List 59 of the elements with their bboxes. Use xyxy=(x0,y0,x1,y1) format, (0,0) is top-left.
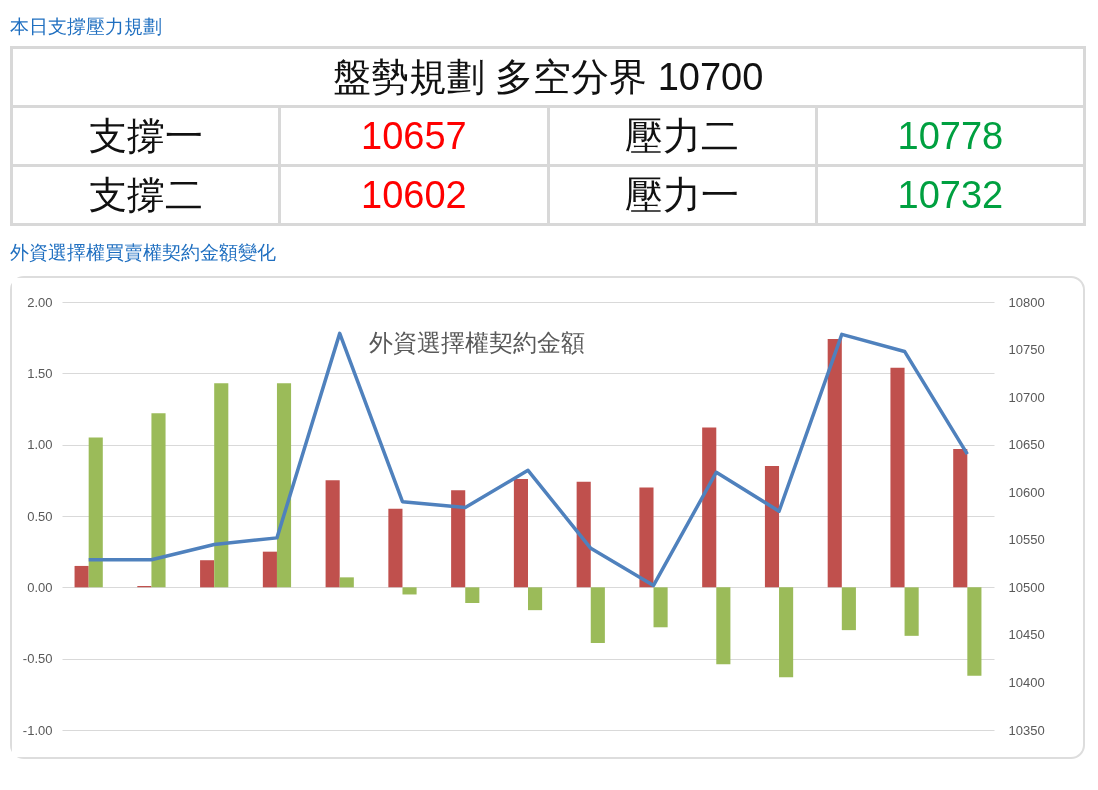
y-tick-label: 0.50 xyxy=(27,508,53,524)
y2-tick-label: 10450 xyxy=(1008,627,1045,643)
y2-tick-label: 10750 xyxy=(1008,342,1045,358)
text: 10602 xyxy=(279,165,548,225)
text: 壓力一 xyxy=(548,165,817,225)
y-tick-label: 0.00 xyxy=(27,579,53,595)
text: 10657 xyxy=(279,106,548,166)
bar xyxy=(214,383,229,588)
y-tick-label: 1.50 xyxy=(27,365,53,381)
bar xyxy=(890,367,905,588)
bar xyxy=(451,490,466,588)
bar xyxy=(465,587,480,604)
bar xyxy=(764,466,780,588)
bar xyxy=(967,587,982,676)
bar xyxy=(513,478,528,588)
text: 10778 xyxy=(816,106,1085,166)
bar xyxy=(151,413,166,588)
y2-tick-label: 10700 xyxy=(1008,389,1045,405)
bar xyxy=(841,587,856,631)
bar xyxy=(74,565,89,588)
bar xyxy=(904,587,919,636)
bar xyxy=(639,487,654,588)
bar xyxy=(576,481,591,588)
y2-tick-label: 10600 xyxy=(1008,484,1045,500)
text: 盤勢規劃 多空分界 10700 xyxy=(11,47,1085,107)
annotation: 外資選擇權契約金額 xyxy=(369,329,585,356)
bar xyxy=(653,587,668,628)
chart-title: 外資選擇權買賣權契約金額變化 xyxy=(10,241,277,265)
y2-tick-label: 10800 xyxy=(1008,294,1045,310)
text: 支撐一 xyxy=(11,106,280,166)
bar xyxy=(262,551,277,588)
y-tick-label: -0.50 xyxy=(22,651,53,667)
y2-tick-label: 10350 xyxy=(1008,722,1045,738)
y2-tick-label: 10500 xyxy=(1008,579,1045,595)
bar xyxy=(827,339,842,588)
bar xyxy=(339,577,354,588)
y-tick-label: -1.00 xyxy=(22,722,53,738)
bar xyxy=(702,427,717,588)
y2-tick-label: 10400 xyxy=(1008,674,1045,690)
bar xyxy=(402,587,417,595)
bar xyxy=(590,587,605,643)
text: 支撐二 xyxy=(11,165,280,225)
bar xyxy=(528,587,543,611)
y-tick-label: 2.00 xyxy=(27,294,53,310)
bar xyxy=(953,448,968,588)
bar xyxy=(276,383,292,588)
y-tick-label: 1.00 xyxy=(27,437,53,453)
text: 壓力二 xyxy=(548,106,817,166)
text: 本日支撐壓力規劃 xyxy=(10,15,163,39)
bar xyxy=(388,508,403,588)
bar xyxy=(200,560,215,588)
bar xyxy=(88,437,103,588)
bar xyxy=(716,587,731,665)
bar xyxy=(325,480,340,588)
bar xyxy=(779,587,794,678)
y2-tick-label: 10650 xyxy=(1008,437,1045,453)
line-series xyxy=(86,331,970,588)
y2-tick-label: 10550 xyxy=(1008,532,1045,548)
text: 10732 xyxy=(816,165,1085,225)
